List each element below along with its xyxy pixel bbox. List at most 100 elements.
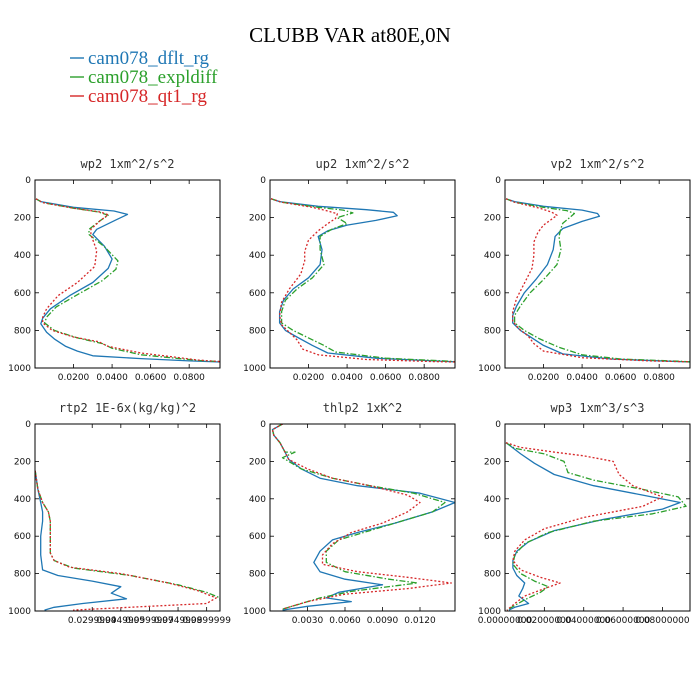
plot-frame (504, 423, 691, 612)
y-tick-label: 200 (14, 457, 31, 467)
plot-frame (269, 179, 456, 369)
y-tick-label: 1000 (243, 607, 266, 617)
x-tick-label: 0.0599999 (125, 616, 174, 626)
panel-up2: up2 1xm^2/s^2 0 200 400 600 800 1000 0.0200 0.04… (243, 157, 456, 383)
y-tick-label: 0 (260, 420, 266, 430)
x-tick-label: 0.0749999 (154, 616, 203, 626)
series-line (505, 198, 690, 363)
series-line (35, 470, 217, 611)
series-line (271, 424, 455, 611)
y-tick-label: 600 (14, 532, 31, 542)
y-tick-label: 200 (14, 214, 31, 224)
y-tick-label: 400 (249, 495, 266, 505)
series-line (271, 424, 452, 610)
y-tick-label: 400 (14, 495, 31, 505)
series-group (505, 198, 690, 363)
series-line (505, 442, 664, 611)
y-tick-label: 400 (249, 251, 266, 261)
y-tick-label: 800 (484, 570, 501, 580)
series-line (505, 442, 681, 611)
series-group (505, 442, 687, 611)
y-tick-label: 1000 (8, 364, 31, 374)
x-tick-label: 0.0600 (370, 373, 402, 383)
series-group (35, 470, 220, 611)
series-line (505, 442, 687, 611)
y-tick-label: 1000 (8, 607, 31, 617)
panel-wp3: wp3 1xm^3/s^3 0 200 400 600 800 10000.00000000… (478, 401, 691, 626)
panel-title: thlp2 1xK^2 (323, 401, 402, 415)
series-group (270, 198, 455, 363)
series-line (35, 198, 220, 363)
y-tick-label: 0 (25, 420, 31, 430)
x-tick-label: 0.0120 (404, 616, 436, 626)
y-tick-label: 400 (14, 251, 31, 261)
y-tick-label: 600 (14, 289, 31, 299)
series-line (35, 198, 220, 363)
x-tick-label: 0.0600 (605, 373, 637, 383)
y-tick-label: 600 (249, 532, 266, 542)
y-tick-label: 1000 (478, 364, 501, 374)
y-tick-label: 200 (484, 214, 501, 224)
y-tick-label: 0 (260, 176, 266, 186)
y-tick-label: 800 (249, 570, 266, 580)
series-line (505, 198, 690, 363)
x-tick-label: 0.0200 (528, 373, 560, 383)
x-tick-label: 0.0449999 (96, 616, 145, 626)
plot-frame (34, 179, 221, 369)
x-tick-label: 0.0600 (135, 373, 167, 383)
panel-title: rtp2 1E-6x(kg/kg)^2 (59, 401, 196, 415)
legend: cam078_dflt_rg cam078_expldiff cam078_qt… (70, 48, 218, 107)
x-tick-label: 0.04000000 (557, 616, 612, 626)
y-tick-label: 0 (495, 176, 501, 186)
x-tick-label: 0.0030 (292, 616, 324, 626)
series-line (270, 198, 455, 363)
series-line (35, 470, 128, 611)
y-tick-label: 800 (249, 326, 266, 336)
legend-label-qt1: cam078_qt1_rg (88, 86, 207, 107)
y-tick-label: 200 (249, 214, 266, 224)
x-tick-label: 0.08000000 (635, 616, 690, 626)
x-tick-label: 0.0800 (643, 373, 675, 383)
panel-rtp2: rtp2 1E-6x(kg/kg)^2 0 200 400 600 800 1000 0.02… (8, 401, 231, 626)
x-tick-label: 0.0400 (566, 373, 598, 383)
series-group (271, 424, 455, 611)
x-tick-label: 0.0400 (331, 373, 363, 383)
y-tick-label: 400 (484, 495, 501, 505)
panel-title: wp3 1xm^3/s^3 (551, 401, 645, 415)
x-tick-label: 0.0200 (293, 373, 325, 383)
panel-title: vp2 1xm^2/s^2 (551, 157, 645, 171)
panel-title: up2 1xm^2/s^2 (316, 157, 410, 171)
series-line (270, 198, 455, 363)
y-tick-label: 600 (484, 532, 501, 542)
series-group (35, 198, 220, 363)
panel-vp2: vp2 1xm^2/s^2 0 200 400 600 800 1000 0.0200 0.04… (478, 157, 691, 383)
plot-frame (269, 423, 456, 612)
y-tick-label: 600 (484, 289, 501, 299)
x-tick-label: 0.0899999 (182, 616, 231, 626)
y-tick-label: 200 (249, 457, 266, 467)
panel-title: wp2 1xm^2/s^2 (81, 157, 175, 171)
legend-label-expldiff: cam078_expldiff (88, 67, 218, 88)
plot-frame (34, 423, 221, 612)
y-tick-label: 800 (484, 326, 501, 336)
legend-label-dflt: cam078_dflt_rg (88, 48, 210, 69)
panel-wp2: wp2 1xm^2/s^2 0 200 400 600 800 1000 0.0200 0.04… (8, 157, 221, 383)
x-tick-label: 0.00000000 (478, 616, 533, 626)
x-tick-label: 0.0400 (96, 373, 128, 383)
x-tick-label: 0.0800 (408, 373, 440, 383)
series-line (35, 198, 220, 363)
x-tick-label: 0.0090 (367, 616, 399, 626)
y-tick-label: 800 (14, 570, 31, 580)
x-tick-label: 0.0060 (329, 616, 361, 626)
x-tick-label: 0.0299999 (68, 616, 117, 626)
series-line (35, 470, 220, 601)
x-tick-label: 0.0200 (58, 373, 90, 383)
y-tick-label: 400 (484, 251, 501, 261)
y-tick-label: 600 (249, 289, 266, 299)
x-tick-label: 0.06000000 (596, 616, 651, 626)
series-line (505, 198, 690, 363)
y-tick-label: 0 (25, 176, 31, 186)
y-tick-label: 0 (495, 420, 501, 430)
y-tick-label: 200 (484, 457, 501, 467)
